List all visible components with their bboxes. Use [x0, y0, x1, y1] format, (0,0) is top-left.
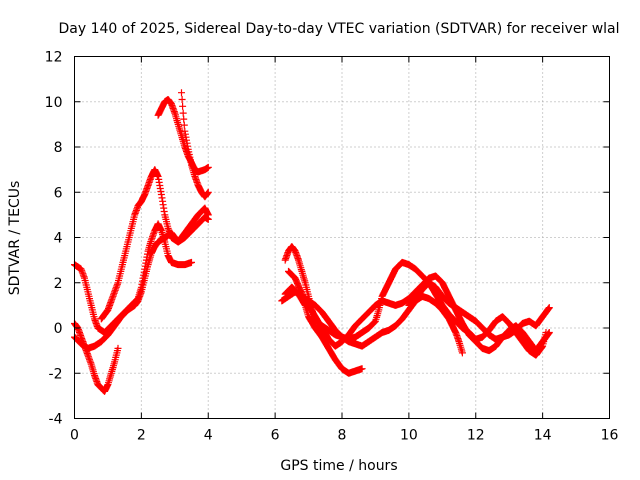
- x-tick-label: 4: [204, 428, 213, 444]
- plus-markers: [178, 89, 212, 201]
- series-track-6: [178, 89, 212, 201]
- marks-layer: [71, 89, 553, 395]
- y-tick-label: 6: [54, 185, 63, 201]
- series-track-10: [278, 288, 466, 357]
- y-tick-label: -2: [49, 366, 63, 382]
- series-track-4: [97, 166, 212, 323]
- y-tick-label: 4: [54, 231, 63, 247]
- plus-markers: [405, 279, 553, 343]
- x-axis-label: GPS time / hours: [280, 458, 397, 474]
- x-tick-label: 0: [70, 428, 79, 444]
- series-track-11: [405, 279, 553, 343]
- y-tick-label: 8: [54, 140, 63, 156]
- x-tick-label: 10: [400, 428, 418, 444]
- x-tick-label: 8: [338, 428, 347, 444]
- y-tick-label: -4: [49, 412, 63, 428]
- y-tick-label: 12: [45, 50, 63, 66]
- plus-markers: [278, 288, 466, 357]
- x-tick-label: 14: [534, 428, 552, 444]
- y-tick-label: 0: [54, 321, 63, 337]
- x-tick-label: 12: [467, 428, 485, 444]
- x-tick-label: 16: [601, 428, 619, 444]
- y-tick-label: 2: [54, 276, 63, 292]
- grid-layer: [74, 56, 610, 419]
- ticks-layer: 0 2 4 6 8 10 12 14 16 -4 -2 0 2 4 6 8 10 12: [45, 50, 619, 444]
- series-track-3: [71, 204, 212, 352]
- chart-title: Day 140 of 2025, Sidereal Day-to-day VTE…: [58, 21, 619, 37]
- y-axis-label: SDTVAR / TECUs: [7, 181, 23, 296]
- plus-markers: [97, 166, 212, 323]
- y-tick-label: 10: [45, 95, 63, 111]
- x-tick-label: 2: [137, 428, 146, 444]
- x-tick-label: 6: [271, 428, 280, 444]
- plus-markers: [71, 204, 212, 352]
